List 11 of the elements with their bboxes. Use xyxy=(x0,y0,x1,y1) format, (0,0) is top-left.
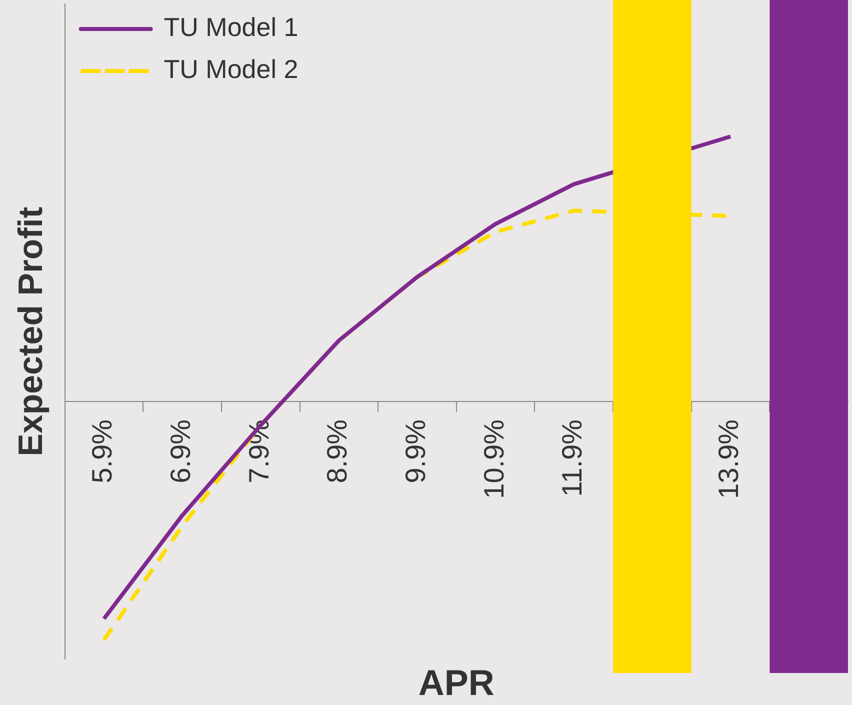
legend-label: TU Model 1 xyxy=(164,12,298,42)
x-tick-label: 13.9% xyxy=(713,419,744,499)
x-tick-label: 6.9% xyxy=(165,419,196,484)
x-tick-label: 5.9% xyxy=(86,419,118,484)
x-tick-label: 9.9% xyxy=(400,419,431,484)
y-axis-title: Expected Profit xyxy=(12,206,50,456)
x-tick-label: 8.9% xyxy=(322,419,353,484)
x-tick-label: 10.9% xyxy=(478,419,510,499)
x-tick-label: 11.9% xyxy=(556,419,588,497)
legend-label: TU Model 2 xyxy=(164,54,298,84)
x-axis-title: APR xyxy=(418,662,494,703)
